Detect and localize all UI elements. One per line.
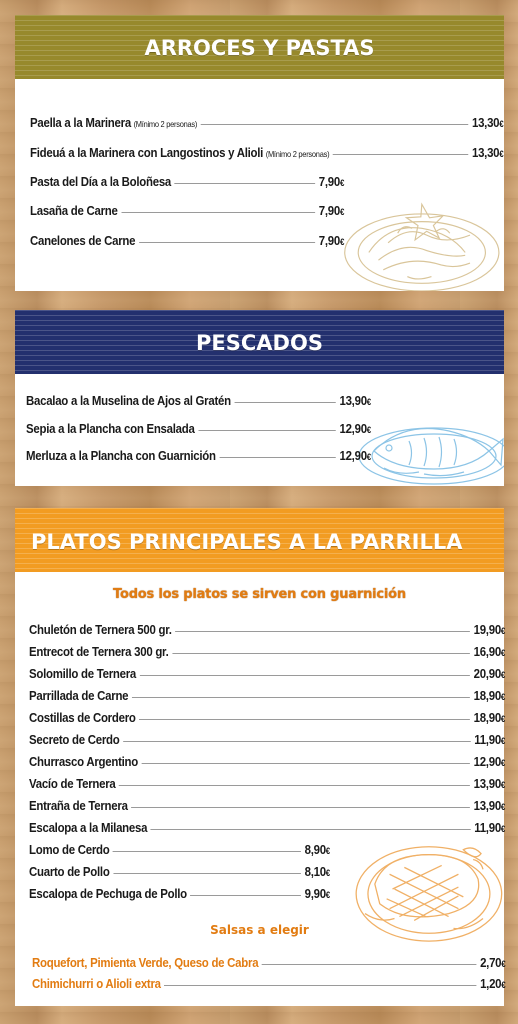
item-price: 19,90€ — [473, 622, 506, 637]
menu-item: Pasta del Día a la Boloñesa 7,90€ — [30, 174, 345, 189]
menu-item: Churrasco Argentino 12,90€ — [29, 754, 506, 769]
menu-item: Escalopa de Pechuga de Pollo 9,90€ — [29, 886, 330, 901]
menu-item: Merluza a la Plancha con Guarnición 12,9… — [26, 448, 371, 463]
item-price: 7,90€ — [318, 203, 345, 218]
menu-item: Entrecot de Ternera 300 gr. 16,90€ — [29, 644, 506, 659]
menu-item: Costillas de Cordero 18,90€ — [29, 710, 506, 725]
item-price: 20,90€ — [473, 666, 506, 681]
menu-item: Canelones de Carne 7,90€ — [30, 233, 345, 248]
menu-item: Solomillo de Ternera 20,90€ — [29, 666, 506, 681]
dot-leader — [119, 785, 471, 786]
section-title-arroces: ARROCES Y PASTAS — [15, 15, 504, 79]
dot-leader — [172, 653, 471, 654]
item-price: 2,70€ — [480, 955, 506, 970]
item-price: 13,30€ — [471, 115, 504, 130]
menu-item: Escalopa a la Milanesa 11,90€ — [29, 820, 506, 835]
dot-leader — [164, 985, 477, 986]
salsa-item: Roquefort, Pimienta Verde, Queso de Cabr… — [32, 955, 506, 970]
dot-leader — [131, 807, 471, 808]
dot-leader — [190, 895, 302, 896]
item-price: 7,90€ — [318, 174, 345, 189]
item-price: 8,90€ — [304, 842, 331, 857]
dot-leader — [131, 697, 471, 698]
item-price: 18,90€ — [473, 688, 506, 703]
dot-leader — [139, 719, 471, 720]
dot-leader — [113, 873, 302, 874]
item-price: 1,20€ — [480, 976, 506, 991]
dot-leader — [138, 242, 316, 243]
menu-item: Bacalao a la Muselina de Ajos al Gratén … — [26, 393, 371, 408]
section-pescados: PESCADOS Bacalao a la Muselina de Ajos a… — [15, 310, 504, 486]
dot-leader — [121, 212, 316, 213]
dot-leader — [200, 124, 469, 125]
item-price: 18,90€ — [473, 710, 506, 725]
item-price: 13,90€ — [339, 393, 371, 408]
dot-leader — [112, 851, 302, 852]
dot-leader — [139, 675, 471, 676]
item-price: 16,90€ — [473, 644, 506, 659]
dot-leader — [198, 430, 336, 431]
dot-leader — [123, 741, 471, 742]
item-price: 13,30€ — [471, 145, 504, 160]
menu-item: Fideuá a la Marinera con Langostinos y A… — [30, 145, 504, 160]
item-price: 13,90€ — [473, 798, 506, 813]
dot-leader — [141, 763, 471, 764]
dot-leader — [332, 154, 469, 155]
section-subtitle: Todos los platos se sirven con guarnició… — [113, 587, 406, 602]
item-price: 11,90€ — [474, 820, 506, 835]
menu-item: Lasaña de Carne 7,90€ — [30, 203, 345, 218]
item-price: 8,10€ — [304, 864, 331, 879]
menu-item: Chuletón de Ternera 500 gr. 19,90€ — [29, 622, 506, 637]
menu-item: Cuarto de Pollo 8,10€ — [29, 864, 330, 879]
menu-item: Entraña de Ternera 13,90€ — [29, 798, 506, 813]
item-price: 11,90€ — [474, 732, 506, 747]
item-price: 7,90€ — [318, 233, 345, 248]
dot-leader — [219, 457, 336, 458]
dot-leader — [150, 829, 471, 830]
dot-leader — [234, 402, 336, 403]
menu-item: Vacío de Ternera 13,90€ — [29, 776, 506, 791]
section-title-pescados: PESCADOS — [15, 310, 504, 374]
menu-item: Sepia a la Plancha con Ensalada 12,90€ — [26, 421, 371, 436]
section-parrilla: PLATOS PRINCIPALES A LA PARRILLA Todos l… — [15, 508, 506, 1006]
salsas-title: Salsas a elegir — [210, 923, 309, 937]
dot-leader — [174, 183, 316, 184]
menu-item: Paella a la Marinera (Mínimo 2 personas)… — [30, 115, 504, 130]
fish-plate-illustration — [358, 427, 504, 485]
section-title-parrilla: PLATOS PRINCIPALES A LA PARRILLA — [15, 508, 504, 572]
item-price: 13,90€ — [473, 776, 506, 791]
item-price: 12,90€ — [339, 421, 371, 436]
dot-leader — [261, 964, 477, 965]
dot-leader — [175, 631, 471, 632]
salsa-item: Chimichurri o Alioli extra 1,20€ — [32, 976, 506, 991]
menu-item: Secreto de Cerdo 11,90€ — [29, 732, 506, 747]
pasta-plate-illustration — [344, 202, 500, 291]
menu-item: Parrillada de Carne 18,90€ — [29, 688, 506, 703]
section-arroces: ARROCES Y PASTAS Paella a la Marinera (M… — [15, 15, 504, 291]
item-price: 12,90€ — [339, 448, 371, 463]
item-price: 12,90€ — [473, 754, 506, 769]
item-price: 9,90€ — [304, 886, 331, 901]
menu-item: Lomo de Cerdo 8,90€ — [29, 842, 330, 857]
